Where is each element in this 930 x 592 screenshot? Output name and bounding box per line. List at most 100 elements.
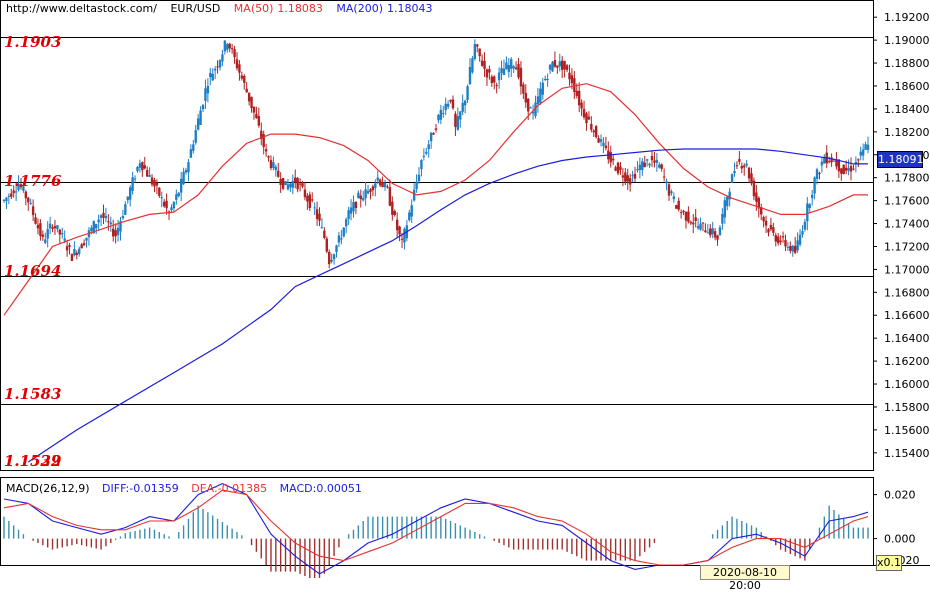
- candle-down: [102, 212, 105, 218]
- candle-up: [696, 226, 700, 229]
- candle-up: [415, 181, 418, 190]
- candle-down: [689, 221, 693, 224]
- candle-down: [769, 224, 773, 230]
- candle-up: [189, 149, 193, 158]
- main-plot-frame: [0, 0, 874, 471]
- candle-up: [444, 103, 447, 111]
- candle-down: [592, 130, 595, 133]
- zoom-button[interactable]: x0.1: [876, 555, 902, 571]
- symbol-label: EUR/USD: [170, 2, 221, 15]
- candle-up: [124, 204, 127, 215]
- candle-down: [255, 113, 258, 119]
- candle-down: [277, 170, 280, 177]
- candle-down: [153, 179, 156, 187]
- candle-up: [507, 65, 511, 72]
- candle-down: [818, 172, 821, 174]
- candle-down: [764, 220, 768, 226]
- candle-up: [5, 197, 8, 202]
- candle-up: [638, 164, 642, 171]
- macd-dea-line: [3, 489, 869, 566]
- candle-up: [796, 240, 799, 251]
- candle-down: [704, 230, 707, 233]
- candle-down: [701, 222, 705, 224]
- candle-down: [781, 236, 785, 238]
- candle-down: [738, 159, 741, 162]
- candle-down: [315, 209, 319, 220]
- candle-up: [459, 111, 462, 120]
- chart-header: http://www.deltastock.com/ EUR/USD MA(50…: [6, 2, 443, 15]
- candle-down: [626, 175, 629, 182]
- candle-up: [544, 78, 547, 81]
- candle-down: [260, 130, 263, 139]
- candle-down: [386, 186, 389, 188]
- candle-up: [95, 224, 98, 229]
- candle-down: [301, 183, 304, 187]
- candle-up: [798, 234, 802, 245]
- candle-down: [141, 162, 144, 171]
- candle-down: [556, 65, 559, 68]
- candle-down: [318, 213, 321, 221]
- level-label-1-1583: 1.1583: [4, 385, 62, 403]
- candle-up: [192, 144, 195, 151]
- candle-up: [170, 207, 173, 211]
- candle-down: [306, 195, 309, 202]
- candle-up: [730, 174, 734, 183]
- candle-up: [602, 142, 605, 147]
- ma200-line: [27, 148, 868, 463]
- chart-svg[interactable]: 1.19200 1.19000 1.18800 1.18600 1.18400 1.182…: [0, 0, 930, 578]
- candle-up: [73, 248, 76, 256]
- candle-up: [332, 254, 336, 260]
- candle-up: [531, 111, 535, 114]
- candle-up: [223, 40, 227, 52]
- candle-down: [228, 43, 231, 49]
- y-tick-label: 1.19200: [884, 11, 930, 24]
- candle-up: [658, 164, 661, 168]
- candle-up: [340, 238, 343, 240]
- candle-down: [112, 228, 115, 237]
- candle-up: [204, 88, 207, 101]
- candle-down: [616, 162, 620, 174]
- candle-down: [398, 226, 401, 235]
- candle-up: [425, 151, 428, 154]
- candle-down: [308, 194, 311, 209]
- candle-up: [320, 227, 324, 229]
- candle-down: [757, 197, 760, 209]
- candle-up: [541, 82, 544, 95]
- level-label-1-1694: 1.1694: [4, 262, 62, 280]
- candle-down: [687, 211, 690, 222]
- candle-up: [723, 200, 727, 218]
- candle-up: [463, 100, 467, 106]
- chart-area[interactable]: 1.19200 1.19000 1.18800 1.18600 1.18400 1.182…: [0, 0, 930, 578]
- candle-down: [747, 167, 751, 179]
- candle-up: [179, 178, 183, 193]
- candle-up: [546, 78, 549, 80]
- candle-down: [432, 133, 435, 135]
- candle-up: [665, 181, 668, 184]
- candle-up: [376, 177, 379, 181]
- candle-up: [116, 227, 120, 235]
- candle-down: [784, 239, 787, 247]
- candle-up: [711, 228, 714, 235]
- y-tick-label: 1.19000: [884, 34, 930, 47]
- candle-up: [46, 229, 49, 239]
- site-url[interactable]: http://www.deltastock.com/: [6, 2, 157, 15]
- candle-down: [245, 88, 248, 93]
- candle-down: [400, 238, 404, 240]
- candle-down: [519, 67, 523, 87]
- candle-down: [779, 240, 782, 242]
- candle-down: [378, 179, 382, 186]
- candle-up: [820, 161, 824, 166]
- candle-down: [449, 99, 452, 102]
- candle-up: [791, 245, 794, 252]
- candle-up: [364, 189, 367, 199]
- candle-down: [243, 75, 246, 83]
- candle-down: [692, 222, 695, 225]
- candle-down: [857, 159, 860, 161]
- candle-down: [36, 224, 40, 229]
- candle-down: [230, 48, 234, 50]
- candle-down: [454, 113, 457, 127]
- candle-down: [852, 168, 855, 170]
- candle-up: [289, 183, 292, 188]
- candle-down: [247, 92, 251, 102]
- candle-up: [505, 62, 508, 70]
